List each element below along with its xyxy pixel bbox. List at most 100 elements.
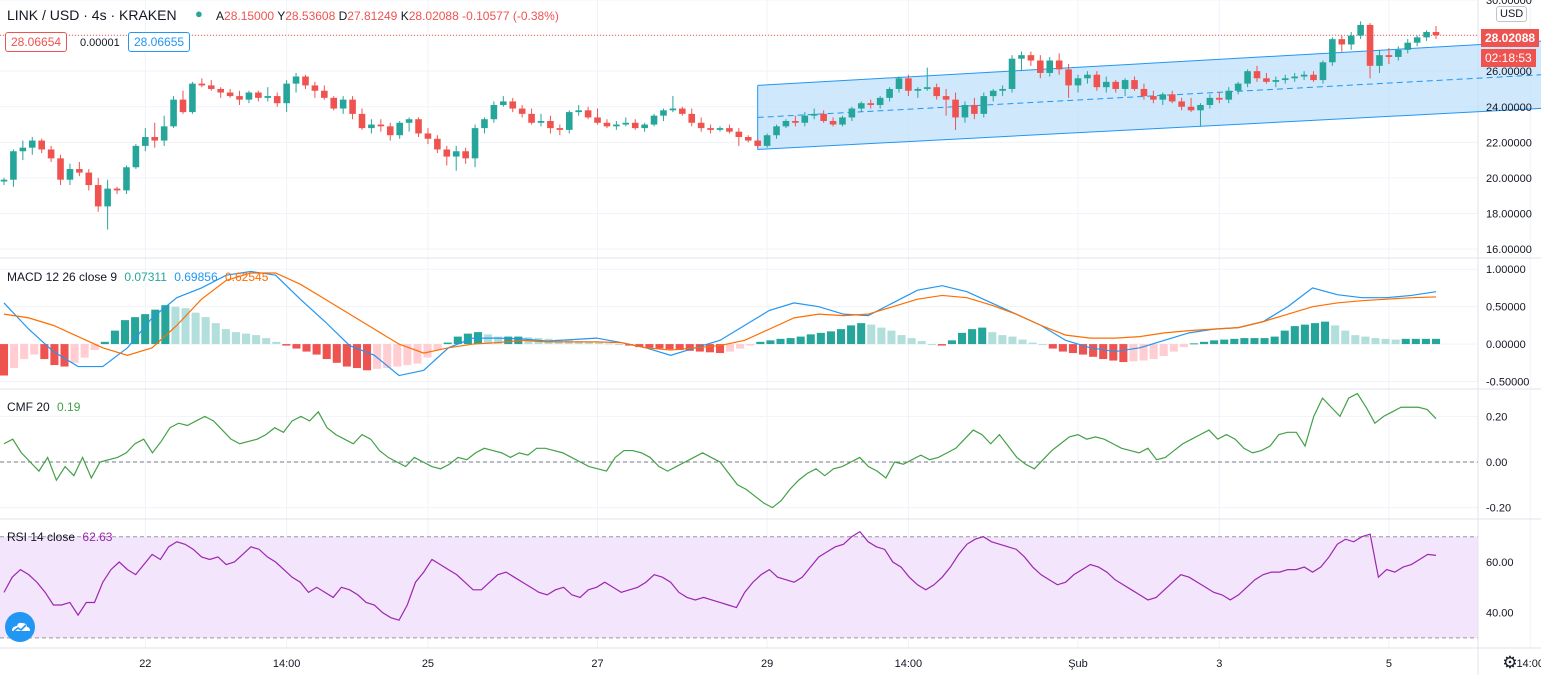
cmf-legend[interactable]: CMF 20 0.19 bbox=[7, 400, 80, 414]
macd-histogram-bar bbox=[171, 306, 180, 345]
macd-histogram-bar bbox=[201, 317, 210, 345]
candle-body bbox=[1244, 71, 1251, 84]
macd-histogram-bar bbox=[1411, 338, 1420, 345]
macd-histogram-bar bbox=[1220, 339, 1229, 345]
gear-icon[interactable]: ⚙ bbox=[1502, 653, 1518, 672]
cmf-name: CMF 20 bbox=[7, 400, 50, 414]
macd-histogram-bar bbox=[736, 344, 745, 349]
macd-histogram-bar bbox=[978, 327, 987, 345]
candle-body bbox=[1197, 104, 1204, 111]
candle-body bbox=[142, 137, 149, 146]
macd-histogram-bar bbox=[998, 335, 1007, 345]
candle-body bbox=[1385, 55, 1393, 57]
x-tick-label: 3 bbox=[1216, 658, 1222, 670]
candle-body bbox=[1329, 39, 1336, 63]
macd-histogram-bar bbox=[1089, 344, 1098, 357]
candle-body bbox=[792, 120, 799, 123]
sell-price-button[interactable]: 28.06654 bbox=[5, 32, 68, 52]
candle-body bbox=[1357, 24, 1364, 36]
candle-body bbox=[942, 96, 950, 100]
channel-lower-line bbox=[757, 107, 1541, 150]
candle-body bbox=[989, 90, 997, 97]
macd-histogram-bar bbox=[766, 340, 775, 345]
y-tick-label: 40.00 bbox=[1486, 608, 1514, 620]
x-tick-label: 5 bbox=[1386, 658, 1392, 670]
candle-body bbox=[104, 188, 111, 207]
macd-histogram-bar bbox=[1200, 341, 1209, 345]
x-tick-label: 14:00 bbox=[1516, 658, 1541, 670]
candle-body bbox=[565, 112, 573, 130]
tradingview-cloud-icon[interactable] bbox=[5, 612, 35, 642]
currency-label: USD bbox=[1500, 8, 1524, 20]
candle-body bbox=[971, 104, 978, 114]
y-tick-label: -0.20 bbox=[1486, 503, 1511, 515]
candle-body bbox=[980, 96, 988, 114]
macd-histogram-bar bbox=[746, 344, 755, 346]
macd-histogram-bar bbox=[1310, 323, 1320, 345]
macd-histogram-bar bbox=[675, 344, 684, 351]
macd-histogram-bar bbox=[615, 344, 624, 346]
macd-histogram-bar bbox=[1250, 338, 1259, 345]
candle-body bbox=[452, 151, 460, 157]
x-tick-label: 22 bbox=[139, 658, 151, 670]
candle-body bbox=[1150, 96, 1157, 100]
y-tick-label: 0.50000 bbox=[1486, 302, 1526, 314]
currency-button[interactable]: USD bbox=[1496, 6, 1528, 22]
macd-histogram-bar bbox=[1149, 344, 1158, 360]
macd-histogram-bar bbox=[60, 344, 69, 367]
candle-body bbox=[207, 85, 215, 89]
macd-histogram-bar bbox=[70, 344, 79, 363]
candle-body bbox=[481, 119, 488, 129]
regression-channel-fill bbox=[757, 41, 1541, 150]
macd-line-value: 0.69856 bbox=[174, 270, 218, 284]
candle-body bbox=[19, 147, 27, 152]
candle-body bbox=[839, 117, 846, 125]
candle-body bbox=[575, 110, 582, 113]
rsi-legend[interactable]: RSI 14 close 62.63 bbox=[7, 530, 112, 544]
macd-histogram-bar bbox=[1391, 339, 1400, 345]
macd-histogram-bar bbox=[0, 344, 9, 376]
candle-body bbox=[189, 83, 196, 113]
macd-legend[interactable]: MACD 12 26 close 9 0.07311 0.69856 0.625… bbox=[7, 270, 268, 284]
candle-body bbox=[10, 151, 17, 180]
macd-histogram-bar bbox=[151, 309, 160, 345]
low-label: D bbox=[338, 9, 348, 23]
macd-histogram-bar bbox=[776, 338, 785, 345]
rsi-value: 62.63 bbox=[82, 530, 113, 544]
macd-histogram-bar bbox=[1079, 344, 1088, 355]
candle-body bbox=[500, 101, 507, 105]
candle-body bbox=[28, 140, 36, 148]
macd-histogram-bar bbox=[1048, 344, 1057, 349]
macd-histogram-bar bbox=[1028, 342, 1037, 345]
buy-price-button[interactable]: 28.06655 bbox=[128, 32, 191, 52]
macd-histogram-bar bbox=[403, 344, 412, 366]
candle-body bbox=[1310, 74, 1317, 81]
high-value: 28.53608 bbox=[285, 9, 336, 23]
macd-histogram-bar bbox=[90, 344, 99, 351]
candle-body bbox=[679, 108, 686, 114]
candle-body bbox=[1093, 74, 1101, 88]
macd-histogram-bar bbox=[504, 336, 513, 345]
candle-body bbox=[396, 122, 403, 136]
macd-histogram-bar bbox=[1240, 338, 1249, 345]
close-label: K bbox=[400, 9, 409, 23]
candle-body bbox=[660, 110, 667, 116]
candle-body bbox=[85, 172, 93, 186]
candle-body bbox=[1338, 39, 1346, 45]
macd-histogram-bar bbox=[917, 341, 926, 345]
high-label: Y bbox=[277, 9, 286, 23]
macd-histogram-bar bbox=[655, 344, 664, 349]
macd-histogram-bar bbox=[161, 305, 170, 345]
symbol-title[interactable]: LINK / USD · 4s · KRAKEN bbox=[7, 7, 177, 23]
macd-histogram-bar bbox=[635, 344, 644, 348]
candle-body bbox=[349, 99, 356, 114]
candle-body bbox=[895, 78, 903, 89]
candle-body bbox=[1319, 62, 1327, 81]
candle-body bbox=[603, 122, 611, 127]
macd-histogram-bar bbox=[1119, 344, 1128, 363]
x-tick-label: 25 bbox=[422, 658, 434, 670]
macd-histogram-bar bbox=[1321, 321, 1330, 345]
macd-histogram-bar bbox=[30, 344, 39, 355]
macd-signal-value: 0.62545 bbox=[224, 270, 269, 284]
